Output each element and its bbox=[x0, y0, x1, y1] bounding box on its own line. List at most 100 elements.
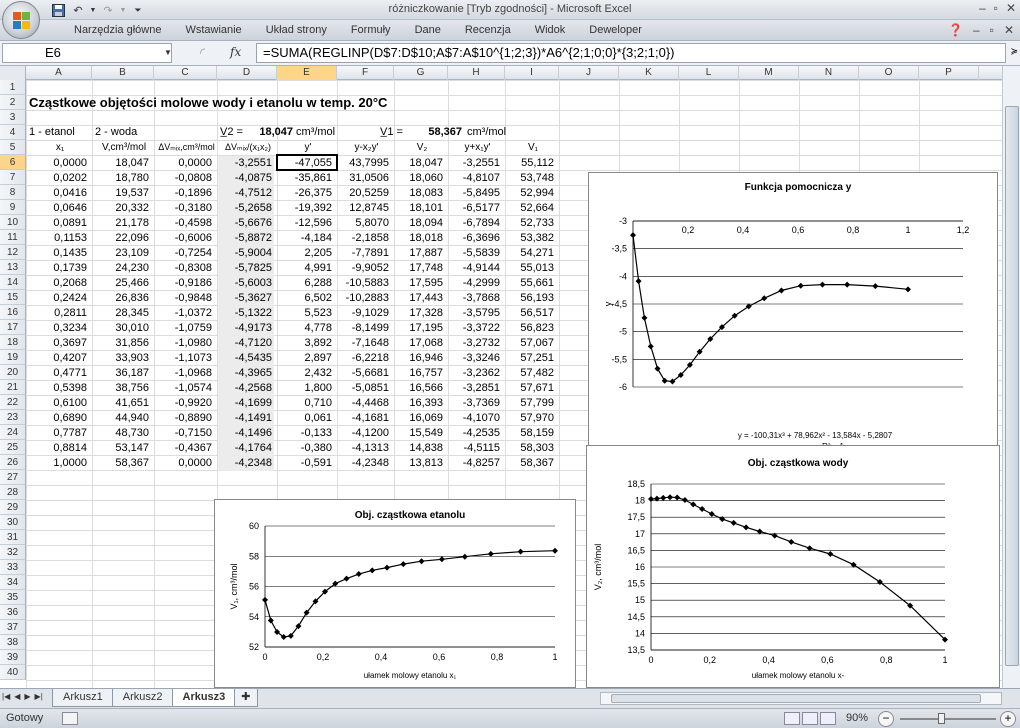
cell-C3[interactable]: V̲2 = bbox=[220, 126, 243, 138]
table-cell[interactable]: -4,1496 bbox=[218, 426, 274, 441]
zoom-in-icon[interactable]: + bbox=[1000, 711, 1016, 727]
table-cell[interactable]: 5,8070 bbox=[355, 217, 389, 229]
table-cell[interactable]: -5,6681 bbox=[351, 367, 389, 379]
chart-obj-etanolu[interactable]: Obj. cząstkowa etanolu 52 54 56 58 60 0 0,2 0,4 0… bbox=[214, 499, 576, 688]
table-cell[interactable]: -0,133 bbox=[300, 427, 332, 439]
table-cell[interactable]: -47,055 bbox=[294, 157, 332, 169]
table-cell[interactable]: -4,1764 bbox=[218, 441, 274, 456]
table-cell[interactable]: 0,710 bbox=[304, 397, 332, 409]
table-cell[interactable]: 18,047 bbox=[115, 157, 149, 169]
page-layout-view-icon[interactable] bbox=[802, 712, 818, 725]
table-cell[interactable]: 57,799 bbox=[520, 397, 554, 409]
table-cell[interactable]: 17,887 bbox=[409, 247, 443, 259]
row-header[interactable]: 13 bbox=[0, 260, 26, 275]
row-header[interactable]: 15 bbox=[0, 290, 26, 305]
table-cell[interactable]: -19,392 bbox=[294, 202, 332, 214]
table-cell[interactable]: -1,1073 bbox=[174, 352, 212, 364]
table-cell[interactable]: -3,3246 bbox=[462, 352, 500, 364]
tab-developer[interactable]: Deweloper bbox=[589, 24, 642, 36]
insert-sheet-icon[interactable]: ✚ bbox=[234, 689, 258, 707]
table-cell[interactable]: -5,1322 bbox=[218, 306, 274, 321]
table-cell[interactable]: 2,432 bbox=[304, 367, 332, 379]
tab-insert[interactable]: Wstawianie bbox=[185, 24, 242, 36]
table-cell[interactable]: 18,060 bbox=[409, 172, 443, 184]
table-cell[interactable]: 55,013 bbox=[520, 262, 554, 274]
first-sheet-icon[interactable]: |◀ bbox=[2, 692, 11, 701]
customize-qat-icon[interactable]: ⏷ bbox=[134, 4, 142, 15]
table-cell[interactable]: 0,6890 bbox=[53, 412, 87, 424]
row-header[interactable]: 35 bbox=[0, 590, 26, 605]
table-cell[interactable]: 18,018 bbox=[409, 232, 443, 244]
vertical-scroll-thumb[interactable] bbox=[1005, 106, 1019, 666]
table-cell[interactable]: 43,7995 bbox=[349, 157, 389, 169]
row-header[interactable]: 9 bbox=[0, 200, 26, 215]
row-header[interactable]: 22 bbox=[0, 395, 26, 410]
table-cell[interactable]: -1,0372 bbox=[174, 307, 212, 319]
row-header[interactable]: 37 bbox=[0, 620, 26, 635]
table-cell[interactable]: -4,5435 bbox=[218, 351, 274, 366]
row-header[interactable]: 32 bbox=[0, 545, 26, 560]
table-cell[interactable]: 16,069 bbox=[409, 412, 443, 424]
table-cell[interactable]: -5,8495 bbox=[462, 187, 500, 199]
table-cell[interactable]: -6,2218 bbox=[351, 352, 389, 364]
row-header[interactable]: 10 bbox=[0, 215, 26, 230]
table-cell[interactable]: 0,3234 bbox=[53, 322, 87, 334]
row-header[interactable]: 40 bbox=[0, 665, 26, 680]
table-cell[interactable]: 18,780 bbox=[115, 172, 149, 184]
chart-funkcja-pomocnicza[interactable]: Funkcja pomocnicza y -3 -3,5 -4 -4,5 -5 -5,5 -6… bbox=[588, 172, 998, 498]
table-cell[interactable]: -3,7369 bbox=[462, 397, 500, 409]
table-cell[interactable]: 53,147 bbox=[115, 442, 149, 454]
table-cell[interactable]: -12,596 bbox=[294, 217, 332, 229]
table-cell[interactable]: -5,2658 bbox=[218, 201, 274, 216]
table-cell[interactable]: 53,748 bbox=[520, 172, 554, 184]
table-cell[interactable]: -4,7512 bbox=[218, 186, 274, 201]
table-cell[interactable]: 18,094 bbox=[409, 217, 443, 229]
table-cell[interactable]: 0,6100 bbox=[53, 397, 87, 409]
table-cell[interactable]: -4,4468 bbox=[351, 397, 389, 409]
sheet-tab-arkusz1[interactable]: Arkusz1 bbox=[52, 689, 114, 707]
table-cell[interactable]: 22,096 bbox=[115, 232, 149, 244]
table-cell[interactable]: 16,393 bbox=[409, 397, 443, 409]
table-cell[interactable]: -3,5795 bbox=[462, 307, 500, 319]
table-cell[interactable]: 0,2424 bbox=[53, 292, 87, 304]
column-header[interactable]: N bbox=[799, 66, 859, 80]
table-cell[interactable]: 54,271 bbox=[520, 247, 554, 259]
column-title[interactable]: ΔVₘᵢₓ,cm³/mol bbox=[158, 142, 215, 152]
table-cell[interactable]: -5,0851 bbox=[351, 382, 389, 394]
row-header[interactable]: 4 bbox=[0, 125, 26, 140]
next-sheet-icon[interactable]: ▶ bbox=[24, 692, 31, 701]
table-cell[interactable]: -4,1313 bbox=[351, 442, 389, 454]
select-all-corner[interactable] bbox=[0, 66, 26, 80]
table-cell[interactable]: -5,3627 bbox=[218, 291, 274, 306]
row-header[interactable]: 38 bbox=[0, 635, 26, 650]
table-cell[interactable]: 18,047 bbox=[409, 157, 443, 169]
tab-data[interactable]: Dane bbox=[414, 24, 441, 36]
table-cell[interactable]: -7,7891 bbox=[351, 247, 389, 259]
column-header[interactable]: L bbox=[679, 66, 739, 80]
table-cell[interactable]: -5,9004 bbox=[218, 246, 274, 261]
row-header[interactable]: 17 bbox=[0, 320, 26, 335]
last-sheet-icon[interactable]: ▶| bbox=[34, 692, 43, 701]
table-cell[interactable]: 58,367 bbox=[520, 457, 554, 469]
table-cell[interactable]: 31,856 bbox=[115, 337, 149, 349]
table-cell[interactable]: -1,0968 bbox=[174, 367, 212, 379]
table-cell[interactable]: -4,0875 bbox=[218, 171, 274, 186]
table-cell[interactable]: -9,9052 bbox=[351, 262, 389, 274]
table-cell[interactable]: 20,332 bbox=[115, 202, 149, 214]
table-cell[interactable]: -6,7894 bbox=[462, 217, 500, 229]
table-cell[interactable]: 28,345 bbox=[115, 307, 149, 319]
table-cell[interactable]: -3,3722 bbox=[462, 322, 500, 334]
save-icon[interactable] bbox=[50, 3, 66, 18]
row-header[interactable]: 24 bbox=[0, 425, 26, 440]
table-cell[interactable]: -4,2348 bbox=[351, 457, 389, 469]
table-cell[interactable]: -4,1681 bbox=[351, 412, 389, 424]
table-cell[interactable]: -4,2535 bbox=[462, 427, 500, 439]
table-cell[interactable]: -3,2551 bbox=[462, 157, 500, 169]
zoom-slider-thumb[interactable] bbox=[938, 713, 945, 724]
sheet-title[interactable]: Cząstkowe objętości molowe wody i etanol… bbox=[29, 95, 388, 110]
table-cell[interactable]: -4,184 bbox=[300, 232, 332, 244]
table-cell[interactable]: -0,4598 bbox=[174, 217, 212, 229]
table-cell[interactable]: 2,897 bbox=[304, 352, 332, 364]
table-cell[interactable]: 31,0506 bbox=[349, 172, 389, 184]
